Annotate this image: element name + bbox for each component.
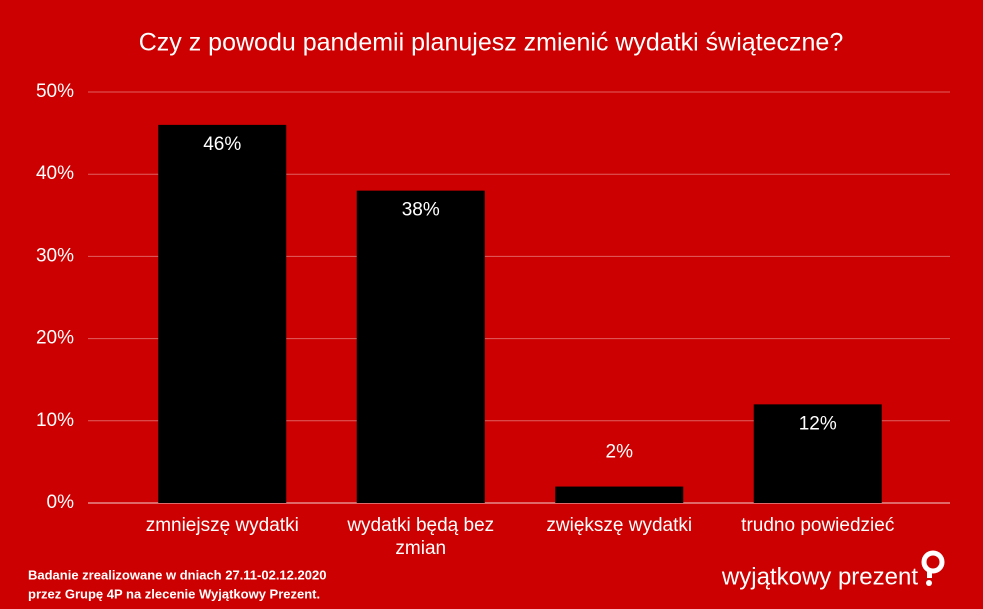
y-tick-label: 40% — [36, 163, 74, 184]
y-tick-label: 0% — [47, 492, 75, 513]
footer-note: przez Grupę 4P na zlecenie Wyjątkowy Pre… — [28, 586, 320, 601]
x-tick-label: zwiększę wydatki — [546, 515, 693, 536]
value-label: 12% — [799, 413, 837, 434]
bar — [555, 486, 684, 503]
value-label: 46% — [203, 134, 241, 155]
chart-title: Czy z powodu pandemii planujesz zmienić … — [139, 29, 844, 57]
logo-icon — [921, 550, 945, 586]
x-tick-label: trudno powiedzieć — [741, 515, 895, 536]
x-tick-label: zmniejszę wydatki — [145, 515, 299, 536]
y-tick-label: 20% — [36, 328, 74, 349]
value-label: 2% — [606, 442, 634, 463]
footer-note: Badanie zrealizowane w dniach 27.11-02.1… — [28, 567, 326, 582]
bar — [753, 404, 882, 503]
y-tick-label: 30% — [36, 245, 74, 266]
bar — [158, 124, 287, 503]
value-label: 38% — [402, 200, 440, 221]
logo: wyjątkowy prezent — [721, 563, 918, 590]
y-tick-label: 50% — [36, 81, 74, 102]
y-tick-label: 10% — [36, 410, 74, 431]
bar — [356, 190, 485, 503]
x-tick-label: wydatki będą bez zmian — [347, 515, 495, 559]
